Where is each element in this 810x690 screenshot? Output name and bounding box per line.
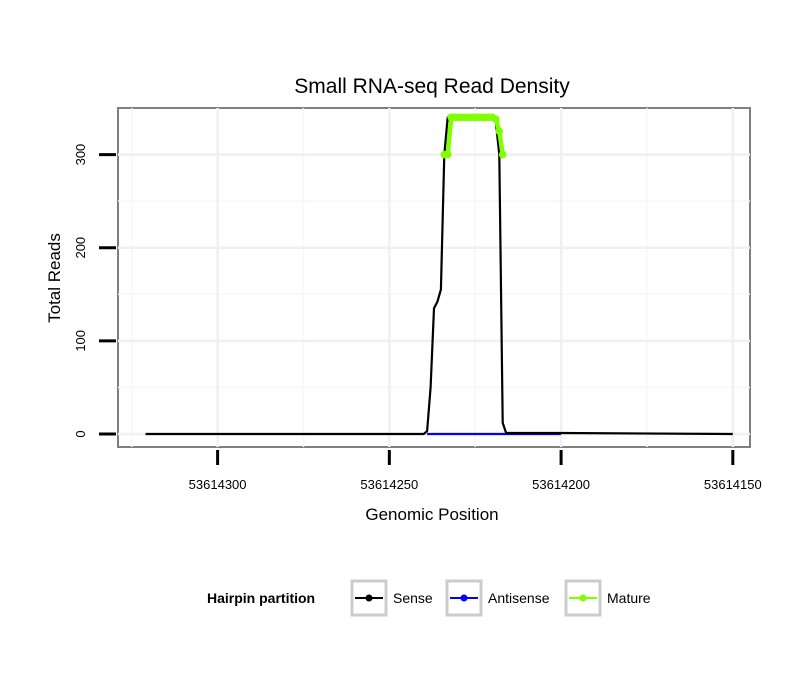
chart-title: Small RNA-seq Read Density [294, 75, 570, 98]
y-tick-label: 200 [73, 237, 88, 259]
legend-label: Mature [607, 590, 651, 606]
legend: Hairpin partition Sense Antisense Mature [207, 579, 651, 617]
y-tick-label: 100 [73, 330, 88, 352]
x-tick-label: 53614200 [532, 477, 590, 492]
legend-label: Antisense [488, 590, 550, 606]
plot-panel [117, 107, 751, 448]
legend-item-sense: Sense [350, 579, 433, 617]
legend-title: Hairpin partition [207, 590, 315, 606]
data-series [145, 113, 733, 436]
axes: 53614300 53614250 53614200 53614150 0 100 200 3… [73, 144, 762, 492]
y-tick-label: 0 [73, 430, 88, 437]
legend-label: Sense [393, 590, 433, 606]
y-tick-label: 300 [73, 144, 88, 166]
legend-key-point [460, 594, 468, 602]
x-tick-label: 53614250 [360, 477, 418, 492]
mature-point [498, 150, 507, 159]
x-tick-label: 53614150 [704, 477, 762, 492]
legend-item-mature: Mature [564, 579, 651, 617]
legend-item-antisense: Antisense [445, 579, 550, 617]
x-axis-label: Genomic Position [365, 505, 498, 524]
mature-point [495, 127, 504, 136]
legend-key-point [365, 594, 373, 602]
x-tick-label: 53614300 [189, 477, 247, 492]
y-axis-label: Total Reads [45, 233, 64, 323]
legend-key-point [579, 594, 587, 602]
mature-point [492, 115, 500, 123]
mature-point [443, 150, 452, 159]
